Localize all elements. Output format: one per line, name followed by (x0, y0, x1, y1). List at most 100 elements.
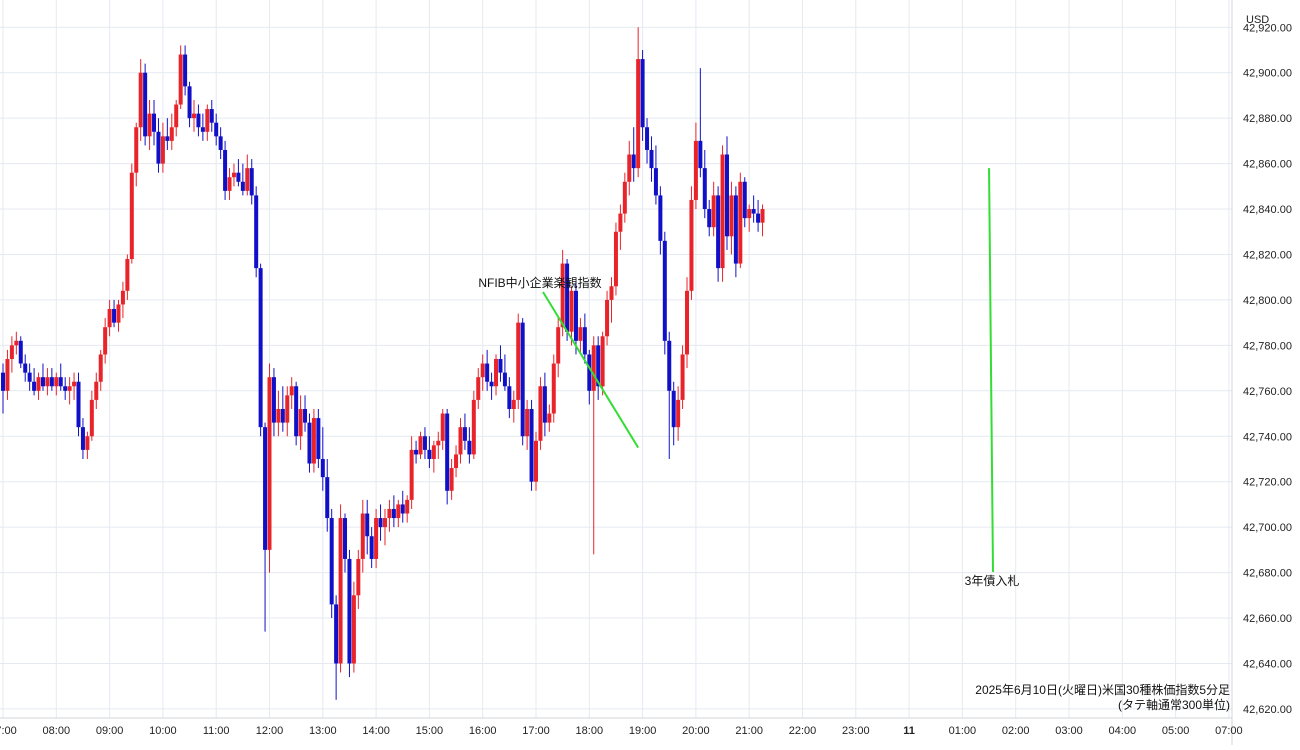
candle (205, 104, 210, 141)
candle-body (440, 413, 445, 441)
candle (556, 318, 561, 378)
candle (409, 436, 414, 509)
candle (129, 163, 134, 264)
candle (329, 508, 334, 619)
candle (89, 390, 94, 441)
candle-body (1, 372, 5, 391)
candle (693, 122, 698, 210)
candle (258, 263, 263, 437)
candle-body (618, 213, 623, 232)
candle (698, 68, 703, 178)
candle-body (640, 59, 645, 128)
x-tick-label: 17:00 (522, 725, 550, 737)
candle (391, 495, 396, 528)
candle-body (325, 477, 330, 519)
candle (494, 354, 499, 396)
candle (449, 458, 454, 500)
candle (551, 354, 556, 423)
candle-body (311, 418, 316, 464)
y-tick-label: 42,660.00 (1243, 613, 1292, 625)
candle-body (724, 154, 729, 237)
annotation-leader-line (542, 291, 640, 449)
candle-body (662, 240, 667, 341)
candle (440, 408, 445, 450)
y-tick-label: 42,800.00 (1243, 295, 1292, 307)
candle (418, 431, 423, 459)
candle-body (711, 195, 716, 228)
candle-body (49, 377, 54, 387)
y-tick-label: 42,860.00 (1243, 159, 1292, 171)
candle-body (733, 195, 738, 264)
candle (267, 363, 272, 573)
x-tick-label: 23:00 (842, 725, 870, 737)
candle-body (338, 518, 343, 664)
candle-body (320, 458, 325, 478)
candle (343, 513, 348, 573)
candle-body (658, 195, 663, 241)
candle-body (636, 59, 641, 169)
x-tick-label: 16:00 (469, 725, 497, 737)
candle (271, 368, 276, 437)
candle (689, 186, 694, 300)
candle (289, 377, 294, 409)
y-tick-label: 42,720.00 (1243, 477, 1292, 489)
candle-body (271, 377, 276, 423)
candle (200, 113, 205, 141)
candle-body (556, 327, 561, 364)
candle (240, 163, 245, 196)
candle-body (685, 290, 690, 355)
candle (707, 199, 712, 237)
candle (618, 204, 623, 250)
candle (231, 163, 236, 187)
candle (147, 99, 152, 150)
candle (14, 331, 19, 355)
candle-body (409, 449, 414, 500)
candle (645, 118, 650, 164)
candle (165, 118, 170, 150)
candle-body (303, 408, 308, 423)
candle-body (58, 377, 63, 387)
candle-body (214, 122, 219, 137)
candle-body (587, 354, 592, 391)
candle-body (298, 408, 303, 437)
candle-body (187, 86, 192, 119)
candle (67, 377, 72, 405)
x-tick-label: 04:00 (1109, 725, 1137, 737)
caption-line-2: (タテ軸通常300単位) (1118, 697, 1230, 712)
candle-body (680, 354, 685, 400)
candle (360, 499, 365, 573)
candle (325, 458, 330, 532)
candle (338, 504, 343, 673)
candle-body (369, 536, 374, 559)
currency-label: USD (1246, 14, 1269, 26)
x-tick-label: 10:00 (149, 725, 177, 737)
y-tick-label: 42,780.00 (1243, 340, 1292, 352)
candle (112, 299, 117, 328)
candle-body (329, 518, 334, 605)
y-tick-label: 42,760.00 (1243, 386, 1292, 398)
candle (605, 290, 610, 346)
candle (520, 318, 525, 446)
candle (280, 386, 285, 432)
y-tick-label: 42,920.00 (1243, 22, 1292, 34)
candle (578, 318, 583, 355)
candle (485, 349, 490, 391)
candle (431, 440, 436, 473)
candle (196, 104, 201, 137)
candle-body (716, 195, 721, 269)
candle-body (573, 290, 578, 341)
candle-body (702, 168, 707, 210)
candle (631, 127, 636, 182)
candle (143, 63, 148, 146)
candle (507, 377, 512, 419)
candle-body (85, 436, 90, 450)
candle-body (436, 440, 441, 446)
candle (311, 408, 316, 473)
candle (134, 122, 139, 187)
candle-body (427, 449, 432, 459)
candle (23, 354, 28, 382)
candle-body (645, 127, 650, 150)
candle (738, 172, 743, 269)
candle-body (40, 377, 45, 387)
candle (40, 363, 45, 391)
